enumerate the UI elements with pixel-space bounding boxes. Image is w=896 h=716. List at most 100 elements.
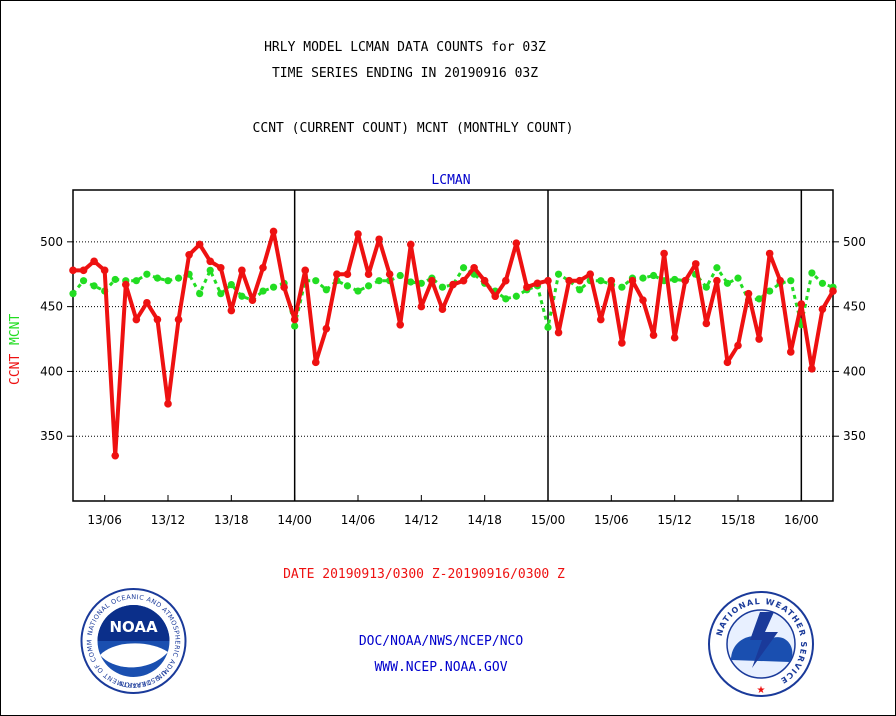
ccnt-point-42: [512, 239, 521, 247]
mcnt-point-54: [639, 274, 647, 282]
ccnt-point-27: [354, 230, 362, 238]
x-tick-label-8: 15/06: [594, 513, 629, 527]
ccnt-point-48: [575, 276, 584, 285]
ccnt-point-35: [438, 305, 447, 314]
ccnt-point-12: [195, 240, 204, 249]
ccnt-point-63: [734, 341, 742, 350]
mcnt-point-31: [396, 271, 404, 280]
ccnt-point-44: [533, 279, 542, 288]
x-tick-label-10: 15/18: [721, 513, 756, 527]
ccnt-point-49: [586, 270, 595, 279]
mcnt-point-68: [787, 277, 795, 285]
ccnt-point-4: [111, 451, 120, 460]
mcnt-point-70: [808, 269, 816, 277]
ccnt-point-68: [786, 348, 795, 356]
ccnt-point-55: [649, 331, 658, 339]
x-tick-label-7: 15/00: [531, 513, 566, 527]
ccnt-point-21: [290, 315, 299, 324]
mcnt-point-1: [79, 277, 88, 285]
mcnt-point-2: [90, 282, 98, 290]
ccnt-point-14: [216, 263, 225, 272]
y-tick-label-right-450: 450: [843, 300, 866, 314]
y-axis: 350 350 400 400 450 450 500 500: [40, 235, 866, 443]
ccnt-point-15: [227, 306, 236, 315]
x-tick-label-11: 16/00: [784, 513, 819, 527]
ccnt-point-30: [385, 270, 394, 279]
ccnt-point-7: [143, 298, 151, 307]
y-tick-label-left-350: 350: [40, 429, 63, 443]
ccnt-point-72: [829, 287, 837, 295]
panel-title: LCMAN: [431, 173, 470, 188]
mcnt-point-41: [502, 295, 510, 303]
mcnt-point-29: [375, 277, 383, 285]
ccnt-point-64: [744, 289, 753, 298]
ccnt-point-50: [596, 315, 605, 324]
ccnt-point-1: [79, 266, 88, 275]
ccnt-point-6: [132, 315, 141, 324]
ccnt-point-10: [174, 315, 183, 324]
x-tick-label-6: 14/18: [467, 513, 502, 527]
mcnt-point-10: [174, 274, 183, 282]
ccnt-point-34: [428, 276, 436, 285]
ccnt-point-54: [639, 296, 647, 304]
ccnt-point-2: [90, 257, 98, 266]
mcnt-point-7: [143, 270, 151, 278]
mcnt-point-45: [544, 323, 552, 331]
y-tick-label-right-500: 500: [843, 235, 866, 249]
ccnt-point-11: [185, 250, 193, 259]
mcnt-point-28: [364, 282, 373, 290]
mcnt-point-46: [554, 270, 563, 278]
ccnt-point-23: [311, 358, 320, 367]
ccnt-point-0: [69, 266, 77, 275]
ccnt-point-67: [776, 276, 785, 285]
ccnt-point-13: [206, 257, 215, 266]
org-label: DOC/NOAA/NWS/NCEP/NCO: [359, 634, 524, 649]
ccnt-point-58: [681, 276, 690, 285]
y-axis-label-mcnt: MCNT: [8, 314, 23, 345]
ccnt-point-36: [449, 280, 457, 289]
ccnt-point-56: [660, 249, 668, 258]
ccnt-point-61: [713, 276, 721, 285]
y-axis-label-ccnt: CCNT: [8, 354, 23, 385]
mcnt-point-32: [407, 278, 415, 286]
y-tick-label-right-400: 400: [843, 364, 866, 378]
mcnt-point-48: [576, 286, 584, 294]
ccnt-point-37: [459, 276, 468, 285]
ccnt-point-31: [396, 320, 405, 329]
y-tick-label-right-350: 350: [843, 429, 866, 443]
x-tick-label-4: 14/06: [341, 513, 376, 527]
ccnt-point-28: [364, 270, 373, 279]
mcnt-point-61: [713, 264, 721, 272]
mcnt-point-55: [649, 271, 658, 280]
ccnt-point-8: [153, 315, 162, 324]
mcnt-point-8: [153, 274, 162, 282]
ccnt-point-3: [100, 266, 109, 275]
ccnt-point-43: [523, 283, 531, 291]
noaa-logo-text: NOAA: [109, 618, 158, 636]
ccnt-point-20: [280, 283, 288, 291]
plot-area: [72, 189, 834, 502]
mcnt-point-42: [512, 292, 520, 300]
ccnt-point-32: [406, 240, 415, 249]
ccnt-point-69: [797, 300, 806, 308]
ccnt-point-51: [607, 276, 616, 285]
nws-star-icon: ★: [757, 685, 766, 696]
ccnt-point-17: [248, 296, 257, 304]
series-legend-line: CCNT (CURRENT COUNT) MCNT (MONTHLY COUNT…: [253, 121, 574, 136]
website-link[interactable]: WWW.NCEP.NOAA.GOV: [374, 660, 507, 675]
y-tick-label-left-500: 500: [40, 235, 63, 249]
ccnt-point-52: [618, 339, 626, 347]
mcnt-point-19: [269, 283, 278, 291]
mcnt-point-21: [291, 322, 299, 330]
mcnt-point-26: [343, 282, 352, 290]
y-tick-label-left-450: 450: [40, 300, 63, 314]
mcnt-point-50: [597, 277, 605, 285]
ccnt-point-24: [322, 324, 331, 333]
x-axis: 13/06 13/12 13/18 14/00 14/06 14/12 14/18 15/00…: [87, 495, 819, 527]
ccnt-point-9: [164, 400, 172, 408]
ccnt-point-22: [301, 266, 310, 275]
mcnt-point-9: [164, 277, 172, 285]
mcnt-point-66: [766, 287, 774, 295]
mcnt-point-4: [111, 275, 119, 284]
